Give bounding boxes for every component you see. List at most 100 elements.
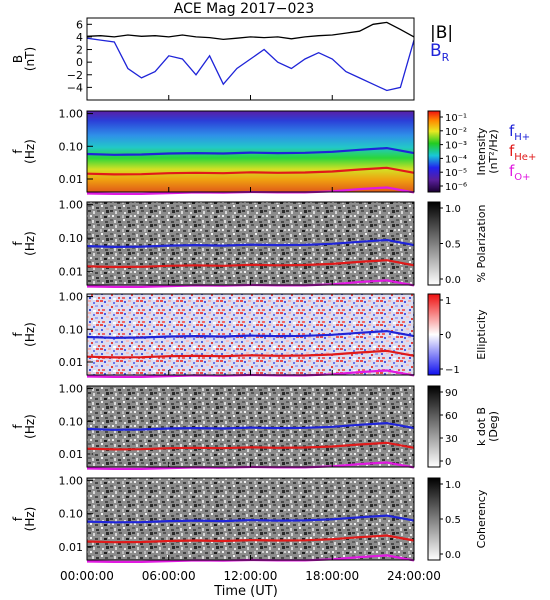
panel-frame <box>86 201 415 286</box>
ytick-label: 0.01 <box>59 541 84 554</box>
legend-f-heplus: fHe+ <box>509 142 536 163</box>
f-legend: fH+ fHe+ fO+ <box>509 122 536 183</box>
panel-polarization: f(Hz) 1.00 0.10 0.01 1.0 0.5 0.0 % Polarization <box>11 199 488 288</box>
ytick-label: 0.10 <box>59 415 84 428</box>
colorbar-title: Intensity(nT²/Hz) <box>475 127 500 175</box>
panel-ylabel: f(Hz) <box>11 507 37 532</box>
colorbar-title: Coherency <box>475 489 488 548</box>
ytick-label: 2 <box>76 44 83 57</box>
panel-ylabel: f(Hz) <box>11 139 37 164</box>
panel-ylabel: B(nT) <box>11 47 37 71</box>
panel-frame <box>86 17 415 101</box>
colorbar-label: 0.5 <box>445 515 461 526</box>
panel-coherency: f(Hz) 1.00 0.10 0.01 1.0 0.5 0.0 Coherency <box>11 475 488 563</box>
ytick-label: 0.01 <box>59 266 84 279</box>
panel-frame <box>86 477 415 561</box>
colorbar-polarization: 1.0 0.5 0.0 % Polarization <box>427 201 488 286</box>
xtick-label: 12:00:00 <box>224 569 278 583</box>
colorbar-coherency: 1.0 0.5 0.0 Coherency <box>427 477 488 561</box>
colorbar-label: 0 <box>445 331 451 342</box>
series-line-f-hplus <box>86 421 415 431</box>
colorbar-label: 60 <box>445 411 458 422</box>
colorbar-label: 10⁻⁴ <box>445 154 467 165</box>
panel-intensity: f(Hz)1.000.100.0110⁻¹10⁻²10⁻³10⁻⁴10⁻⁵10⁻… <box>11 108 500 195</box>
ytick-label: 0.10 <box>59 508 84 521</box>
colorbar-label: 1.0 <box>445 480 461 491</box>
colorbar-label: 0 <box>445 457 451 468</box>
colorbar-swatch <box>427 293 441 376</box>
colorbar-label: 10⁻⁶ <box>445 182 467 193</box>
series-line-b-radial <box>86 37 415 92</box>
colorbar-label: 1.0 <box>445 204 461 215</box>
legend-b-radial: BR <box>430 41 450 64</box>
colorbar-label: 90 <box>445 388 458 399</box>
colorbar-title: % Polarization <box>475 205 488 283</box>
ytick-label: 1.00 <box>59 108 84 121</box>
colorbar-swatch <box>427 110 441 193</box>
ytick-label: 6 <box>76 18 83 31</box>
series-line-f-heplus <box>86 441 415 451</box>
panel-frame <box>86 110 415 193</box>
panel-ylabel: f(Hz) <box>11 414 37 439</box>
colorbar-label: 10⁻⁵ <box>445 168 467 179</box>
colorbar-label: 0.5 <box>445 240 461 251</box>
series-line-f-heplus <box>86 349 415 359</box>
legend-b-total: |B| <box>430 23 453 43</box>
colorbar-label: 10⁻³ <box>445 141 467 152</box>
colorbar-title: Ellipticity <box>475 309 488 360</box>
panel-frame <box>86 385 415 468</box>
ytick-label: 0.10 <box>59 232 84 245</box>
legend-f-oplus: fO+ <box>509 162 531 183</box>
colorbar-label: 1 <box>445 296 451 307</box>
panel-plot-area <box>87 202 414 285</box>
series-line-f-heplus <box>86 166 415 176</box>
series-line-f-hplus <box>86 514 415 524</box>
panel-frame <box>86 293 415 376</box>
colorbar-label: 10⁻¹ <box>445 113 467 124</box>
b-legend: |B| BR <box>430 23 453 64</box>
ytick-label: 1.00 <box>59 475 84 488</box>
ytick-label: 0.01 <box>59 173 84 186</box>
series-line-f-hplus <box>86 238 415 249</box>
ytick-label: 4 <box>76 31 83 44</box>
colorbar-title: k dot B(Deg) <box>475 407 500 446</box>
panel-ellipticity: f(Hz) 1.00 0.10 0.01 1 0 −1 Ellipticity <box>11 291 488 378</box>
ytick-label: −4 <box>67 81 83 94</box>
colorbar-ellipticity: 1 0 −1 Ellipticity <box>427 293 488 376</box>
colorbar-label: 10⁻² <box>445 127 467 138</box>
series-line-f-heplus <box>86 534 415 544</box>
legend-f-hplus: fH+ <box>509 122 530 143</box>
panel-ylabel: f(Hz) <box>11 231 37 256</box>
colorbar-label: 0.0 <box>445 275 461 286</box>
colorbar-swatch <box>427 385 441 468</box>
colorbar-k-dot-b: 90 60 30 0 k dot B(Deg) <box>427 385 500 468</box>
colorbar-label: 0.0 <box>445 550 461 561</box>
colorbar-swatch <box>427 201 441 286</box>
colorbar-label: −1 <box>445 365 460 376</box>
panel-k-dot-b: f(Hz) 1.00 0.10 0.01 90 60 30 0 k dot B(Deg) <box>11 383 500 470</box>
x-axis: 00:00:00 06:00:00 12:00:00 18:00:00 24:00:00 <box>60 569 441 583</box>
xtick-label: 00:00:00 <box>60 569 114 583</box>
series-line-f-heplus <box>86 259 415 269</box>
ytick-label: 0 <box>76 56 83 69</box>
x-axis-label: Time (UT) <box>213 584 278 599</box>
series-line-b-total <box>86 21 415 41</box>
ytick-label: 0.01 <box>59 448 84 461</box>
series-line-f-hplus <box>86 146 415 156</box>
ytick-label: 1.00 <box>59 199 84 212</box>
ytick-label: −2 <box>67 69 83 82</box>
ytick-label: 1.00 <box>59 291 84 304</box>
colorbar-swatch <box>427 477 441 561</box>
colorbar-label: 30 <box>445 434 458 445</box>
ytick-label: 0.10 <box>59 140 84 153</box>
colorbar-intensity: 10⁻¹ 10⁻² 10⁻³ 10⁻⁴ 10⁻⁵ 10⁻⁶ Intensity(nT²/Hz… <box>427 110 500 193</box>
ytick-label: 0.01 <box>59 356 84 369</box>
ytick-label: 0.10 <box>59 323 84 336</box>
series-line-f-hplus <box>86 329 415 339</box>
figure-title: ACE Mag 2017−023 <box>174 1 314 17</box>
xtick-label: 18:00:00 <box>305 569 359 583</box>
ytick-label: 1.00 <box>59 383 84 396</box>
xtick-label: 24:00:00 <box>387 569 441 583</box>
